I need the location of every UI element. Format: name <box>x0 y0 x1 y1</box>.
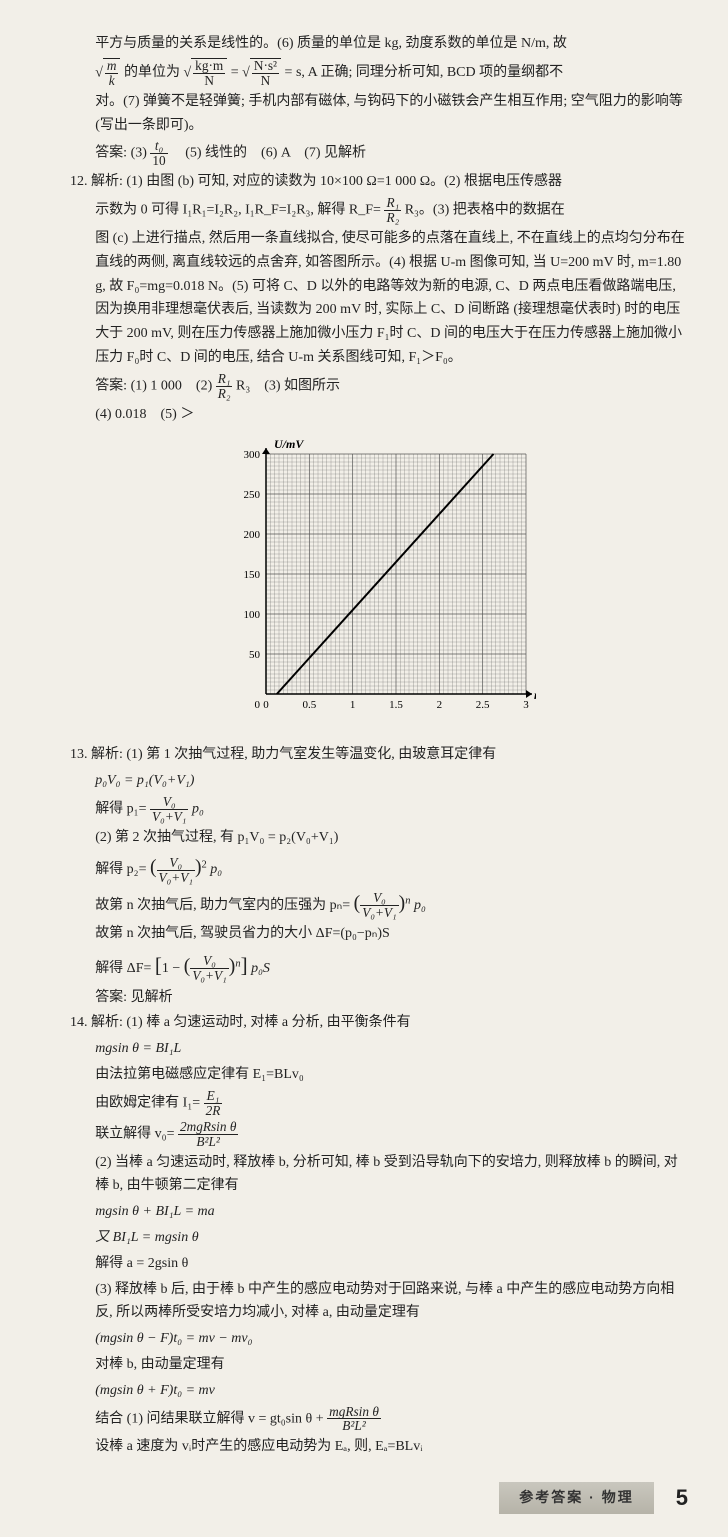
q13-l3-num: V₀ <box>150 795 188 810</box>
q14-l7: mgsin θ + BI₁L = ma <box>70 1200 688 1224</box>
q13-l3b: p₀ <box>192 801 204 816</box>
q13-l3: 解得 p₁= V₀V₀+V₁ p₀ <box>70 795 688 824</box>
q13-l1: 13. 解析: (1) 第 1 次抽气过程, 助力气室发生等温变化, 由玻意耳定… <box>70 743 688 767</box>
q14-l12: 对棒 b, 由动量定理有 <box>70 1353 688 1377</box>
page-footer: 参考答案 · 物理 5 <box>70 1479 688 1516</box>
intro-l3: 对。(7) 弹簧不是轻弹簧; 手机内部有磁体, 与钩码下的小磁铁会产生相互作用;… <box>70 90 688 138</box>
q14-l14-den: B²L² <box>327 1419 381 1433</box>
q13-l5b: p₀ <box>210 862 222 877</box>
svg-text:0: 0 <box>255 699 261 711</box>
q13-l5-exp: 2 <box>202 860 207 871</box>
svg-text:2: 2 <box>437 699 443 711</box>
q14-l9: 解得 a = 2gsin θ <box>70 1252 688 1276</box>
q14-l1: 14. 解析: (1) 棒 a 匀速运动时, 对棒 a 分析, 由平衡条件有 <box>70 1011 688 1035</box>
q14-l4-num: E₁ <box>204 1089 223 1104</box>
q13-ans: 答案: 见解析 <box>70 986 688 1010</box>
q13-l8b: p₀S <box>251 961 270 976</box>
svg-text:250: 250 <box>244 489 261 501</box>
svg-text:1.5: 1.5 <box>389 699 403 711</box>
intro-ans: 答案: (3) t₀10 (5) 线性的 (6) A (7) 见解析 <box>70 139 688 168</box>
intro-l2: √mk 的单位为 √kg·mN = √N·s²N = s, A 正确; 同理分析… <box>70 58 688 88</box>
q13-l5-den: V₀+V₁ <box>157 871 195 885</box>
q13-l6-den: V₀+V₁ <box>360 906 398 920</box>
q13-l8-num: V₀ <box>190 954 228 969</box>
svg-text:100: 100 <box>244 609 261 621</box>
q14-l5a: 联立解得 v₀= <box>95 1126 174 1141</box>
footer-label: 参考答案 · 物理 <box>499 1482 653 1514</box>
q14-l3: 由法拉第电磁感应定律有 E₁=BLv₀ <box>70 1063 688 1087</box>
q12-ans: 答案: (1) 1 000 (2) R₁R₂ R₃ (3) 如图所示 <box>70 372 688 401</box>
q12-l1: 12. 解析: (1) 由图 (b) 可知, 对应的读数为 10×100 Ω=1… <box>70 170 688 194</box>
q12-l2a: 示数为 0 可得 I₁R₁=I₂R₂, I₁R_F=I₂R₃, 解得 R_F= <box>95 203 381 218</box>
q14-l13: (mgsin θ + F)t₀ = mv <box>70 1379 688 1403</box>
q14-l14: 结合 (1) 问结果联立解得 v = gt₀sin θ + mgRsin θB²… <box>70 1405 688 1434</box>
q14-l4-den: 2R <box>204 1104 223 1118</box>
intro-l1: 平方与质量的关系是线性的。(6) 质量的单位是 kg, 劲度系数的单位是 N/m… <box>70 32 688 56</box>
q13-l5a: 解得 p₂= <box>95 862 146 877</box>
svg-text:m/g: m/g <box>534 688 536 702</box>
um-chart-svg: 0 0.5 1 1.5 2 2.5 3 50 100 150 200 250 300 0 U/mV m/g <box>222 434 536 722</box>
q13-l2: p₀V₀ = p₁(V₀+V₁) <box>70 769 688 793</box>
q13-l7: 故第 n 次抽气后, 驾驶员省力的大小 ΔF=(p₀−pₙ)S <box>70 922 688 946</box>
svg-text:0: 0 <box>263 699 269 711</box>
q14-l2: mgsin θ = BI₁L <box>70 1037 688 1061</box>
q13-l8-den: V₀+V₁ <box>190 969 228 983</box>
q13-l8: 解得 ΔF= [1 − (V₀V₀+V₁)n] p₀S <box>70 948 688 984</box>
svg-text:300: 300 <box>244 449 261 461</box>
footer-page: 5 <box>676 1479 688 1516</box>
svg-text:150: 150 <box>244 569 261 581</box>
q14-l5-den: B²L² <box>178 1135 238 1149</box>
q12-l2: 示数为 0 可得 I₁R₁=I₂R₂, I₁R_F=I₂R₃, 解得 R_F= … <box>70 196 688 225</box>
intro-l2b: = s, A 正确; 同理分析可知, BCD 项的量纲都不 <box>285 65 564 80</box>
q14-l6: (2) 当棒 a 匀速运动时, 释放棒 b, 分析可知, 棒 b 受到沿导轨向下… <box>70 1151 688 1199</box>
q12-ans2: (4) 0.018 (5) ＞ <box>70 403 688 427</box>
um-chart: 0 0.5 1 1.5 2 2.5 3 50 100 150 200 250 300 0 U/mV m/g <box>70 434 688 731</box>
q14-l11: (mgsin θ − F)t₀ = mv − mv₀ <box>70 1327 688 1351</box>
q14-l14-num: mgRsin θ <box>327 1405 381 1420</box>
intro-ans-b: (5) 线性的 (6) A (7) 见解析 <box>185 146 366 161</box>
intro-l2a: 的单位为 <box>124 65 180 80</box>
svg-text:U/mV: U/mV <box>274 437 304 451</box>
q14-l10: (3) 释放棒 b 后, 由于棒 b 中产生的感应电动势对于回路来说, 与棒 a… <box>70 1278 688 1326</box>
q13-l4: (2) 第 2 次抽气过程, 有 p₁V₀ = p₂(V₀+V₁) <box>70 826 688 850</box>
q14-l15: 设棒 a 速度为 vᵢ时产生的感应电动势为 Eₐ, 则, Eₐ=BLvᵢ <box>70 1435 688 1459</box>
q14-l14a: 结合 (1) 问结果联立解得 v = gt₀sin θ + <box>95 1411 323 1426</box>
q14-l5-num: 2mgRsin θ <box>178 1120 238 1135</box>
svg-text:2.5: 2.5 <box>476 699 490 711</box>
q13-l5: 解得 p₂= (V₀V₀+V₁)2 p₀ <box>70 851 688 884</box>
q13-l6-exp: n <box>405 895 410 906</box>
q12-l2b: R₃。(3) 把表格中的数据在 <box>405 203 565 218</box>
q12-ans-a: 答案: (1) 1 000 (2) <box>95 378 212 393</box>
q14-l4a: 由欧姆定律有 I₁= <box>95 1095 200 1110</box>
svg-text:3: 3 <box>523 699 529 711</box>
intro-ans-a: 答案: (3) <box>95 146 147 161</box>
q13-l3a: 解得 p₁= <box>95 801 146 816</box>
q13-l6a: 故第 n 次抽气后, 助力气室内的压强为 pₙ= <box>95 898 350 913</box>
q13-l6: 故第 n 次抽气后, 助力气室内的压强为 pₙ= (V₀V₀+V₁)n p₀ <box>70 887 688 920</box>
q12-ans-b: R₃ (3) 如图所示 <box>236 378 340 393</box>
svg-text:1: 1 <box>350 699 356 711</box>
q13-l6-num: V₀ <box>360 891 398 906</box>
q13-l3-den: V₀+V₁ <box>150 810 188 824</box>
svg-text:50: 50 <box>249 649 261 661</box>
q14-l5: 联立解得 v₀= 2mgRsin θB²L² <box>70 1120 688 1149</box>
q13-l5-num: V₀ <box>157 856 195 871</box>
q13-l8a: 解得 ΔF= <box>95 961 151 976</box>
q12-l3: 图 (c) 上进行描点, 然后用一条直线拟合, 使尽可能多的点落在直线上, 不在… <box>70 227 688 370</box>
q14-l8: 又 BI₁L = mgsin θ <box>70 1226 688 1250</box>
q13-l6b: p₀ <box>414 898 426 913</box>
svg-text:0.5: 0.5 <box>302 699 316 711</box>
q14-l4: 由欧姆定律有 I₁= E₁2R <box>70 1089 688 1118</box>
svg-text:200: 200 <box>244 529 261 541</box>
